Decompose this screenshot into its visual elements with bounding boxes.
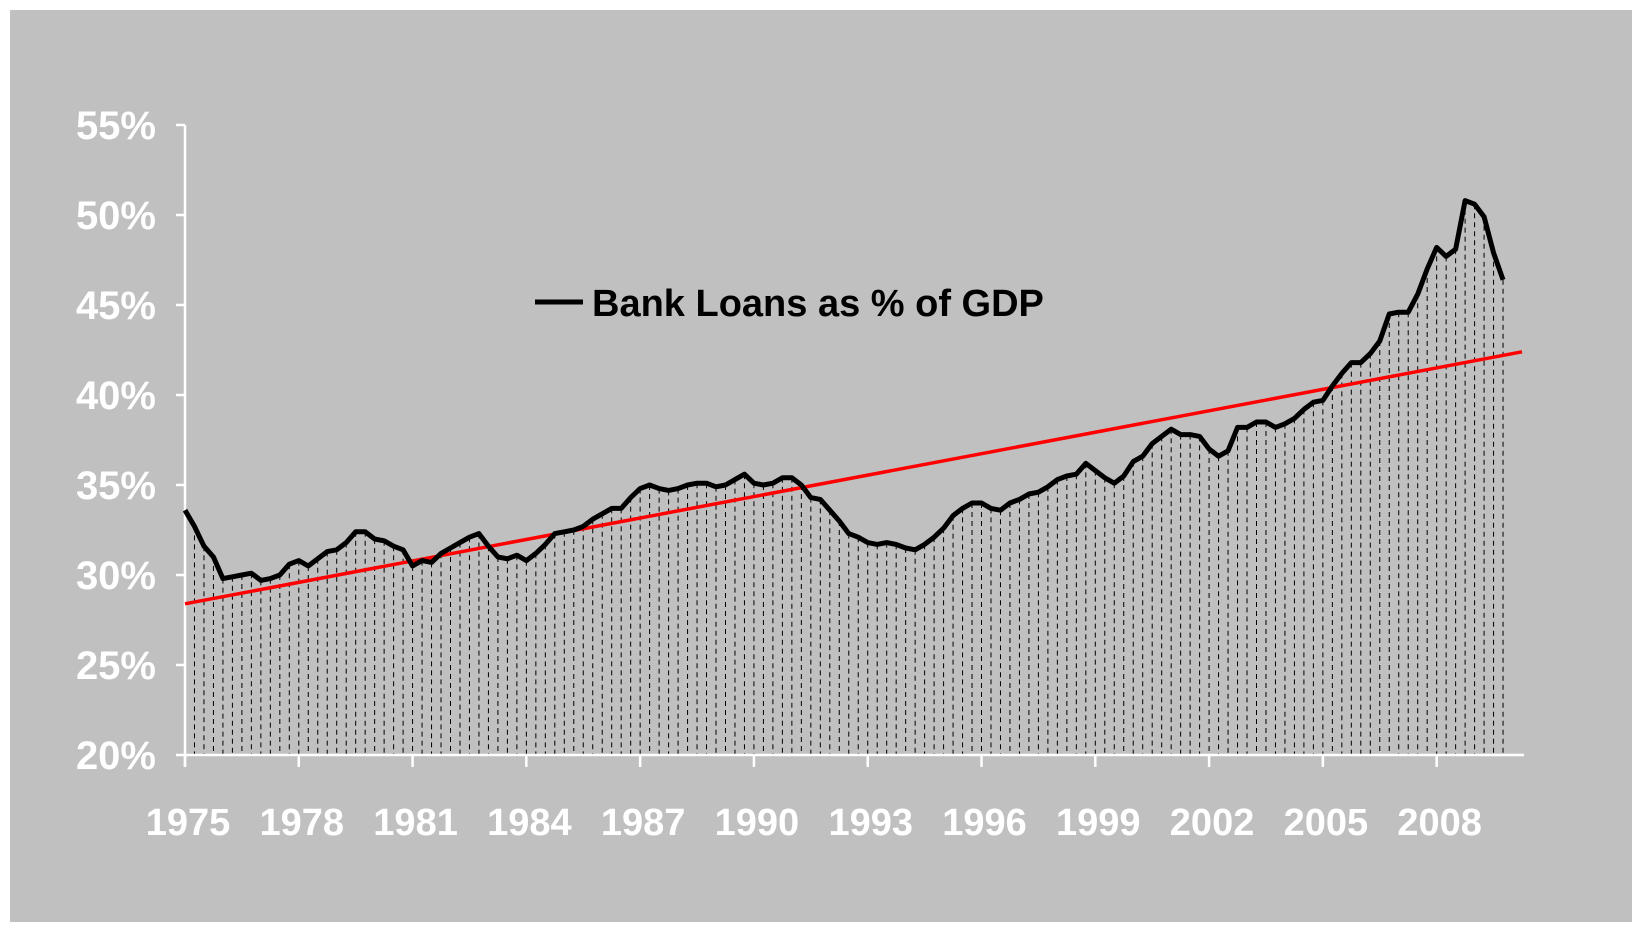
area-hatching [184,200,1504,755]
y-tick-label: 30% [76,554,156,598]
x-tick-label: 1987 [601,802,686,844]
series-lines [182,198,1523,606]
legend-label: Bank Loans as % of GDP [592,283,1044,325]
y-tick-label: 45% [76,284,156,328]
y-tick-label: 55% [76,104,156,148]
y-tick-label: 40% [76,374,156,418]
series-line-bank-loans [182,198,1506,583]
axes [176,123,1524,767]
chart-area: 20% 25% 30% 35% 40% 45% 50% 55% 1975 1978 1981 198… [10,10,1632,922]
y-tick-label: 20% [76,734,156,778]
x-tick-label: 1999 [1056,802,1141,844]
y-axis-tick-labels: 20% 25% 30% 35% 40% 45% 50% 55% [76,104,156,778]
y-tick-label: 50% [76,194,156,238]
x-tick-label: 1981 [373,802,458,844]
x-tick-label: 1990 [715,802,800,844]
x-tick-label: 1996 [942,802,1027,844]
y-tick-label: 35% [76,464,156,508]
x-tick-label: 2008 [1397,802,1482,844]
x-tick-label: 1978 [260,802,345,844]
x-tick-label: 1993 [828,802,913,844]
y-tick-label: 25% [76,644,156,688]
chart-svg: 20% 25% 30% 35% 40% 45% 50% 55% 1975 1978 1981 198… [76,104,1524,844]
x-tick-label: 1984 [487,802,572,844]
x-tick-label: 1975 [146,802,231,844]
legend: Bank Loans as % of GDP [535,283,1044,325]
trend-line [184,350,1523,606]
x-tick-label: 2002 [1170,802,1255,844]
x-tick-label: 2005 [1284,802,1369,844]
x-axis-tick-labels: 1975 1978 1981 1984 1987 1990 1993 1996 1999 2002… [146,802,1482,844]
